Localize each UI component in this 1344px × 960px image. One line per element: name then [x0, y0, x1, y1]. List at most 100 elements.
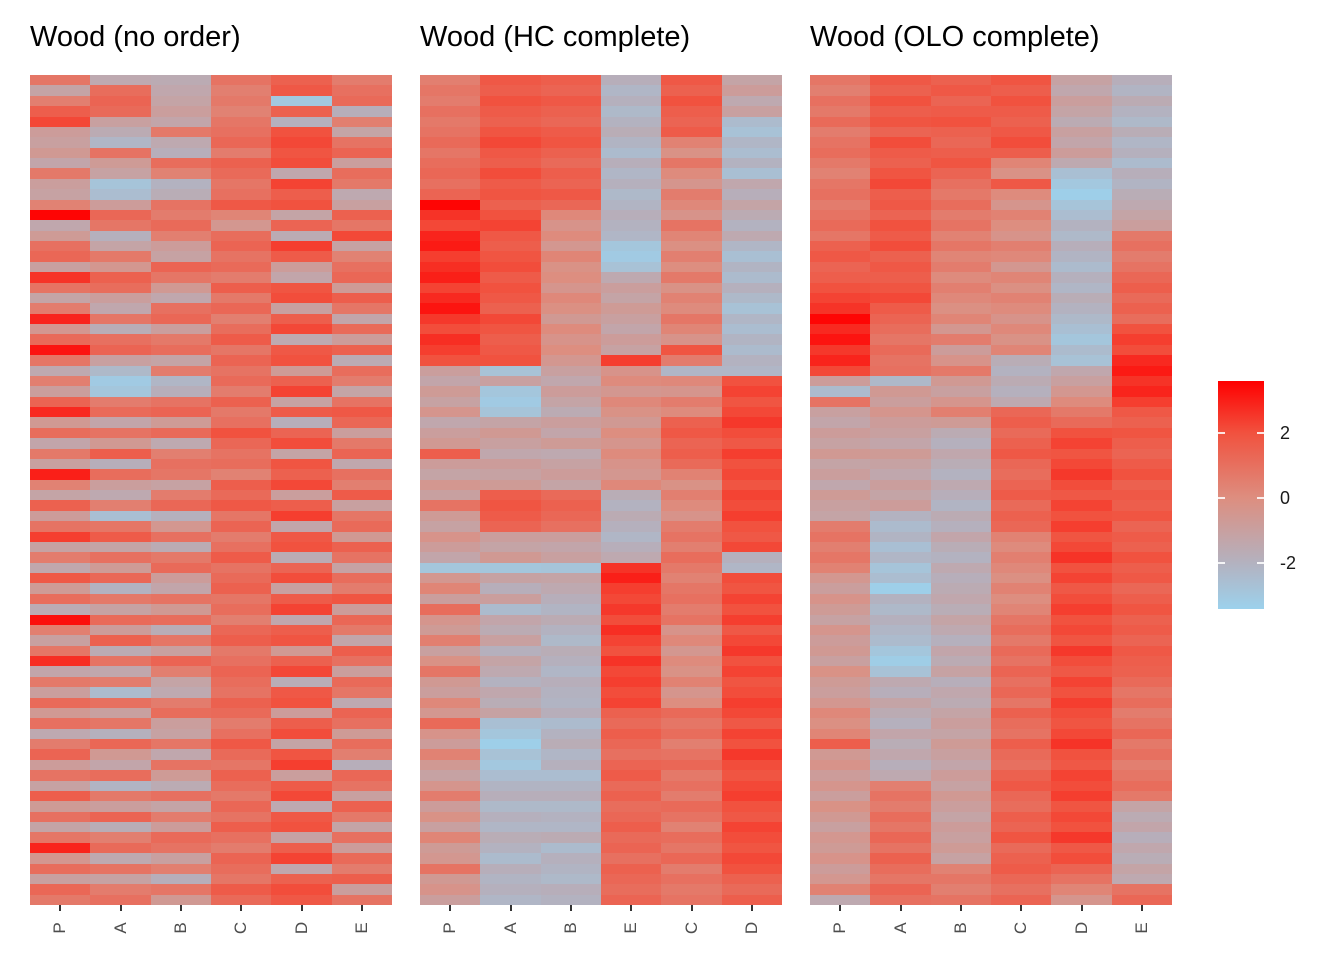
heatmap-cell [271, 510, 332, 522]
heatmap-cell [210, 230, 272, 241]
heatmap-cell [1111, 780, 1172, 791]
heatmap-cell [420, 334, 481, 345]
heatmap-cell [930, 282, 991, 293]
heatmap-cell [600, 261, 662, 273]
heatmap-cell [420, 126, 481, 138]
heatmap-cell [990, 510, 1052, 522]
heatmap-cell [271, 573, 332, 584]
heatmap-cell [990, 832, 1052, 843]
heatmap-cell [331, 95, 392, 107]
heatmap-cell [600, 552, 662, 563]
heatmap-cell [90, 801, 151, 812]
heatmap-cell [810, 344, 871, 356]
heatmap-cell [990, 770, 1052, 781]
heatmap-cell [870, 272, 931, 283]
heatmap-cell [1051, 448, 1112, 459]
heatmap-cell [480, 469, 541, 480]
heatmap-cell [661, 479, 722, 490]
heatmap-cell [661, 863, 722, 874]
x-axis-label: D [291, 921, 311, 935]
heatmap-cell [930, 521, 991, 532]
heatmap-cell [210, 884, 272, 895]
heatmap-cell [810, 604, 871, 615]
heatmap-cell [420, 427, 481, 439]
heatmap-cell [30, 448, 91, 459]
heatmap-cell [30, 811, 91, 822]
heatmap-cell [150, 344, 211, 356]
x-axis-tick [630, 905, 633, 911]
heatmap-cell [271, 106, 332, 117]
x-axis-label: P [830, 922, 850, 934]
heatmap-cell [721, 490, 782, 501]
heatmap-cell [1111, 873, 1172, 885]
heatmap-cell [480, 407, 541, 418]
heatmap-cell [90, 396, 151, 407]
heatmap-cell [150, 458, 211, 470]
heatmap-cell [810, 375, 871, 387]
heatmap-cell [870, 645, 931, 656]
heatmap-cell [420, 790, 481, 802]
heatmap-cell [1051, 873, 1112, 885]
heatmap-cell [420, 863, 481, 874]
heatmap-cell [540, 510, 601, 522]
heatmap-cell [1051, 375, 1112, 387]
heatmap-cell [420, 552, 481, 563]
heatmap-cell [661, 676, 722, 688]
heatmap-cell [661, 718, 722, 729]
heatmap-cell [1051, 458, 1112, 470]
heatmap-cell [540, 313, 601, 324]
heatmap-cell [271, 230, 332, 241]
heatmap-cell [870, 707, 931, 719]
heatmap-cell [930, 811, 991, 822]
heatmap-cell [210, 137, 272, 148]
heatmap-cell [210, 490, 272, 501]
heatmap-cell [90, 894, 151, 905]
heatmap-cell [930, 832, 991, 843]
heatmap-cell [420, 75, 481, 86]
heatmap-cell [661, 282, 722, 293]
heatmap-cell [930, 158, 991, 169]
heatmap-cell [210, 759, 272, 771]
heatmap-cell [90, 209, 151, 221]
heatmap-cell [90, 365, 151, 376]
heatmap-cell [600, 521, 662, 532]
heatmap-cell [661, 417, 722, 428]
heatmap-cell [810, 479, 871, 490]
heatmap-cell [271, 427, 332, 439]
heatmap-cell [990, 303, 1052, 314]
heatmap-cell [30, 552, 91, 563]
heatmap-cell [150, 552, 211, 563]
heatmap-cell [210, 334, 272, 345]
heatmap-cell [1051, 85, 1112, 96]
heatmap-cell [990, 687, 1052, 698]
heatmap-cell [90, 873, 151, 885]
heatmap-cell [420, 614, 481, 625]
heatmap-cell [271, 137, 332, 148]
heatmap-cell [271, 490, 332, 501]
heatmap-cell [210, 375, 272, 387]
heatmap-cell [1051, 739, 1112, 750]
heatmap-cell [600, 614, 662, 625]
heatmap-cell [420, 707, 481, 719]
heatmap-cell [661, 334, 722, 345]
heatmap-cell [870, 375, 931, 387]
heatmap-cell [30, 583, 91, 594]
heatmap-cell [990, 220, 1052, 231]
heatmap-cell [990, 490, 1052, 501]
heatmap-cell [480, 209, 541, 221]
heatmap-cell [990, 272, 1052, 283]
heatmap-cell [331, 137, 392, 148]
heatmap-cell [150, 365, 211, 376]
heatmap-cell [990, 853, 1052, 864]
x-axis-tick [449, 905, 452, 911]
heatmap-cell [990, 417, 1052, 428]
heatmap-cell [90, 562, 151, 573]
heatmap-cell [150, 334, 211, 345]
heatmap-cell [90, 251, 151, 262]
heatmap-cell [661, 189, 722, 200]
heatmap-cell [90, 749, 151, 760]
heatmap-cell [540, 126, 601, 138]
heatmap-cell [420, 873, 481, 885]
heatmap-cell [870, 75, 931, 86]
heatmap-cell [420, 676, 481, 688]
